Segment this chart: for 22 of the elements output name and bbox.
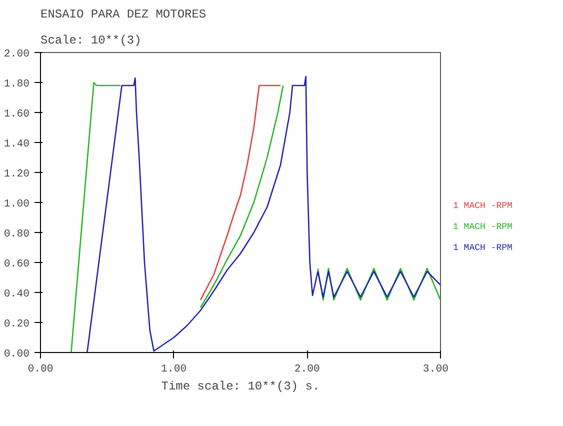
y-tick-label: 1.20 bbox=[4, 168, 30, 180]
x-tick-label: 0.00 bbox=[28, 364, 54, 376]
text: 1 MACH -RPM bbox=[453, 220, 512, 234]
chart-title: ENSAIO PARA DEZ MOTORES bbox=[40, 8, 206, 22]
x-tick-label: 2.00 bbox=[294, 364, 320, 376]
y-tick-label: 0.80 bbox=[4, 228, 30, 240]
text: 1 MACH -RPM bbox=[453, 242, 512, 255]
y-tick-label: 2.00 bbox=[4, 48, 30, 60]
chart-subtitle: Scale: 10**(3) bbox=[40, 34, 142, 48]
x-tick-label: 1.00 bbox=[161, 364, 187, 376]
y-tick-label: 0.40 bbox=[4, 288, 30, 300]
y-tick-label: 1.80 bbox=[4, 78, 30, 90]
y-tick-label: 1.00 bbox=[4, 198, 30, 210]
line-series bbox=[200, 84, 282, 301]
y-tick-label: 0.00 bbox=[4, 348, 30, 360]
y-tick-label: 0.20 bbox=[4, 318, 30, 330]
x-tick-label: 3.00 bbox=[422, 364, 449, 376]
y-tick-label: 0.60 bbox=[4, 258, 30, 270]
x-axis-title: Time scale: 10**(3) s. bbox=[161, 380, 320, 394]
text: 1 MACH -RPM bbox=[453, 200, 512, 213]
y-tick-label: 1.40 bbox=[4, 138, 30, 150]
y-tick-label: 1.60 bbox=[4, 108, 30, 120]
